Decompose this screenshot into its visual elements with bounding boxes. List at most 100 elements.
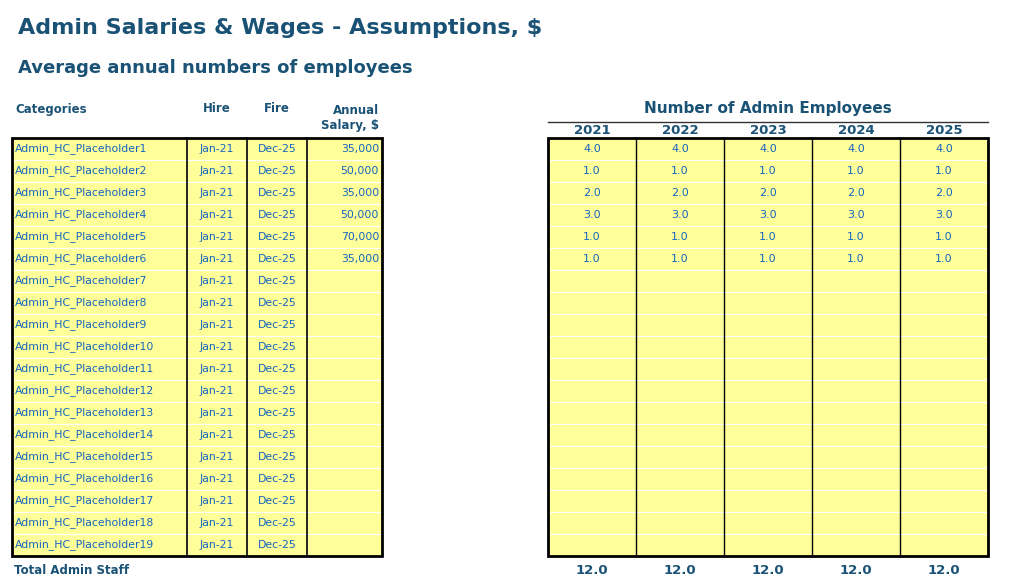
Text: 12.0: 12.0 — [664, 564, 696, 577]
Bar — [548, 138, 988, 556]
Text: 1.0: 1.0 — [584, 166, 601, 176]
Text: 3.0: 3.0 — [759, 210, 777, 220]
Bar — [636, 270, 724, 292]
Text: Jan-21: Jan-21 — [200, 320, 234, 330]
Bar — [900, 358, 988, 380]
Bar — [247, 512, 307, 534]
Text: 1.0: 1.0 — [847, 254, 865, 264]
Bar — [636, 138, 724, 160]
Bar — [900, 226, 988, 248]
Bar — [548, 248, 636, 270]
Bar — [247, 534, 307, 556]
Bar — [900, 248, 988, 270]
Text: 70,000: 70,000 — [341, 232, 379, 242]
Bar — [636, 446, 724, 468]
Bar — [548, 402, 636, 424]
Bar — [724, 138, 812, 160]
Text: Jan-21: Jan-21 — [200, 232, 234, 242]
Text: Dec-25: Dec-25 — [258, 518, 296, 528]
Bar — [900, 490, 988, 512]
Text: Jan-21: Jan-21 — [200, 386, 234, 396]
Text: Admin_HC_Placeholder9: Admin_HC_Placeholder9 — [15, 320, 147, 331]
Text: Jan-21: Jan-21 — [200, 408, 234, 418]
Bar — [724, 512, 812, 534]
Bar — [900, 468, 988, 490]
Text: Dec-25: Dec-25 — [258, 320, 296, 330]
Bar — [900, 314, 988, 336]
Bar — [900, 402, 988, 424]
Bar — [724, 248, 812, 270]
Bar — [187, 226, 247, 248]
Text: 1.0: 1.0 — [759, 166, 777, 176]
Text: Dec-25: Dec-25 — [258, 254, 296, 264]
Bar — [12, 182, 187, 204]
Text: Dec-25: Dec-25 — [258, 364, 296, 374]
Text: Jan-21: Jan-21 — [200, 430, 234, 440]
Bar — [247, 336, 307, 358]
Bar — [247, 248, 307, 270]
Bar — [187, 270, 247, 292]
Bar — [636, 358, 724, 380]
Text: Admin_HC_Placeholder3: Admin_HC_Placeholder3 — [15, 188, 147, 198]
Bar — [812, 292, 900, 314]
Bar — [307, 138, 382, 160]
Bar — [12, 446, 187, 468]
Bar — [12, 292, 187, 314]
Text: 1.0: 1.0 — [847, 166, 865, 176]
Bar — [900, 160, 988, 182]
Text: 12.0: 12.0 — [575, 564, 608, 577]
Bar — [636, 490, 724, 512]
Bar — [12, 160, 187, 182]
Bar — [724, 380, 812, 402]
Bar — [307, 380, 382, 402]
Bar — [812, 490, 900, 512]
Bar — [724, 490, 812, 512]
Text: 4.0: 4.0 — [671, 144, 689, 154]
Text: 1.0: 1.0 — [584, 232, 601, 242]
Text: Dec-25: Dec-25 — [258, 496, 296, 506]
Bar — [187, 314, 247, 336]
Bar — [636, 534, 724, 556]
Text: Jan-21: Jan-21 — [200, 496, 234, 506]
Bar — [12, 512, 187, 534]
Text: Admin_HC_Placeholder13: Admin_HC_Placeholder13 — [15, 407, 155, 418]
Bar — [812, 160, 900, 182]
Text: Admin_HC_Placeholder12: Admin_HC_Placeholder12 — [15, 385, 155, 396]
Text: 2022: 2022 — [662, 123, 698, 137]
Bar — [12, 204, 187, 226]
Bar — [187, 358, 247, 380]
Text: Jan-21: Jan-21 — [200, 210, 234, 220]
Bar — [187, 248, 247, 270]
Text: Dec-25: Dec-25 — [258, 298, 296, 308]
Bar — [900, 446, 988, 468]
Bar — [900, 336, 988, 358]
Bar — [307, 512, 382, 534]
Bar — [900, 292, 988, 314]
Text: Admin_HC_Placeholder4: Admin_HC_Placeholder4 — [15, 209, 147, 220]
Bar — [548, 204, 636, 226]
Bar — [12, 358, 187, 380]
Text: Admin_HC_Placeholder2: Admin_HC_Placeholder2 — [15, 166, 147, 177]
Text: Jan-21: Jan-21 — [200, 276, 234, 286]
Text: 4.0: 4.0 — [935, 144, 953, 154]
Bar — [900, 204, 988, 226]
Bar — [548, 490, 636, 512]
Bar — [307, 270, 382, 292]
Bar — [12, 402, 187, 424]
Bar — [548, 534, 636, 556]
Bar — [12, 468, 187, 490]
Text: Jan-21: Jan-21 — [200, 144, 234, 154]
Bar — [900, 424, 988, 446]
Bar — [247, 424, 307, 446]
Bar — [724, 446, 812, 468]
Text: Total Admin Staff: Total Admin Staff — [14, 564, 129, 577]
Bar — [724, 182, 812, 204]
Bar — [187, 490, 247, 512]
Bar — [247, 160, 307, 182]
Bar — [307, 358, 382, 380]
Text: Admin Salaries & Wages - Assumptions, $: Admin Salaries & Wages - Assumptions, $ — [18, 18, 543, 38]
Text: 1.0: 1.0 — [584, 254, 601, 264]
Text: Jan-21: Jan-21 — [200, 342, 234, 352]
Bar — [307, 292, 382, 314]
Text: 1.0: 1.0 — [671, 254, 689, 264]
